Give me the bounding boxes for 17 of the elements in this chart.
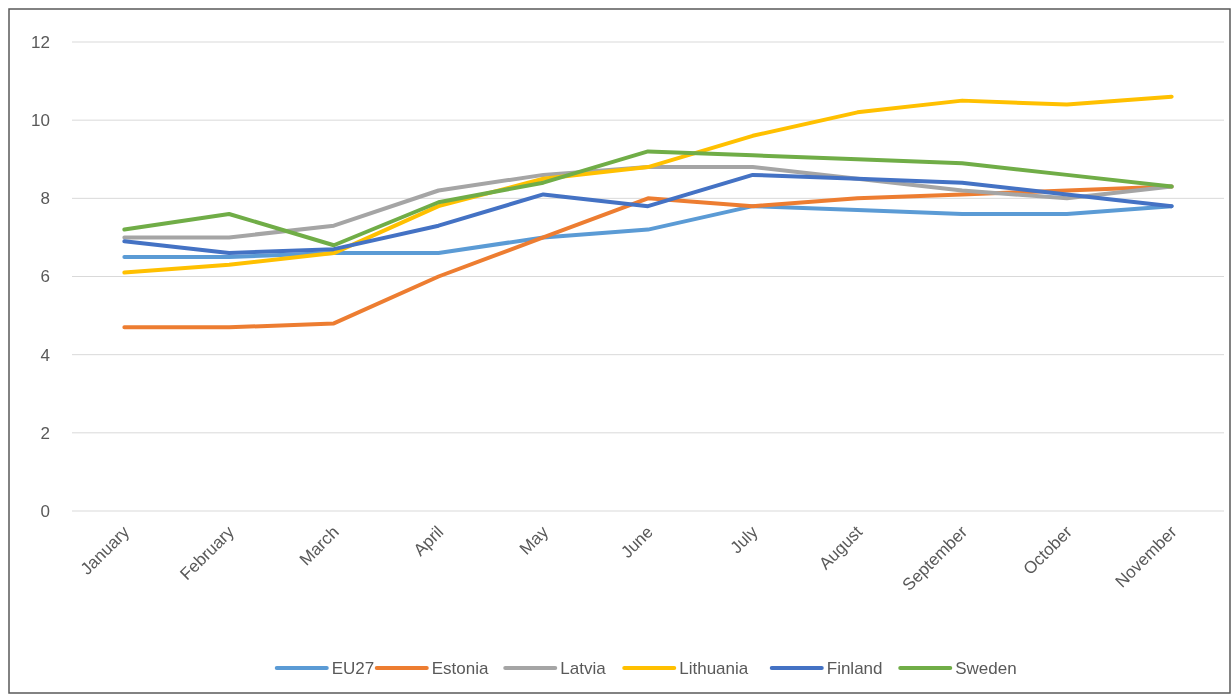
legend-label: Lithuania <box>679 658 749 678</box>
legend-label: Estonia <box>431 658 489 678</box>
y-tick-label: 0 <box>40 501 50 521</box>
y-tick-label: 10 <box>31 111 50 131</box>
x-tick-label: July <box>726 522 762 558</box>
y-tick-label: 6 <box>40 267 50 287</box>
y-tick-label: 12 <box>31 32 50 52</box>
legend-label: Latvia <box>560 658 607 678</box>
x-tick-label: May <box>515 522 553 559</box>
y-tick-label: 8 <box>40 189 50 209</box>
line-series <box>122 149 1174 248</box>
y-tick-label: 2 <box>40 423 50 443</box>
legend-label: Finland <box>826 658 883 678</box>
legend-label: EU27 <box>331 658 375 678</box>
legend-label: Sweden <box>955 658 1017 678</box>
y-tick-label: 4 <box>40 345 50 365</box>
line-series <box>122 172 1174 256</box>
